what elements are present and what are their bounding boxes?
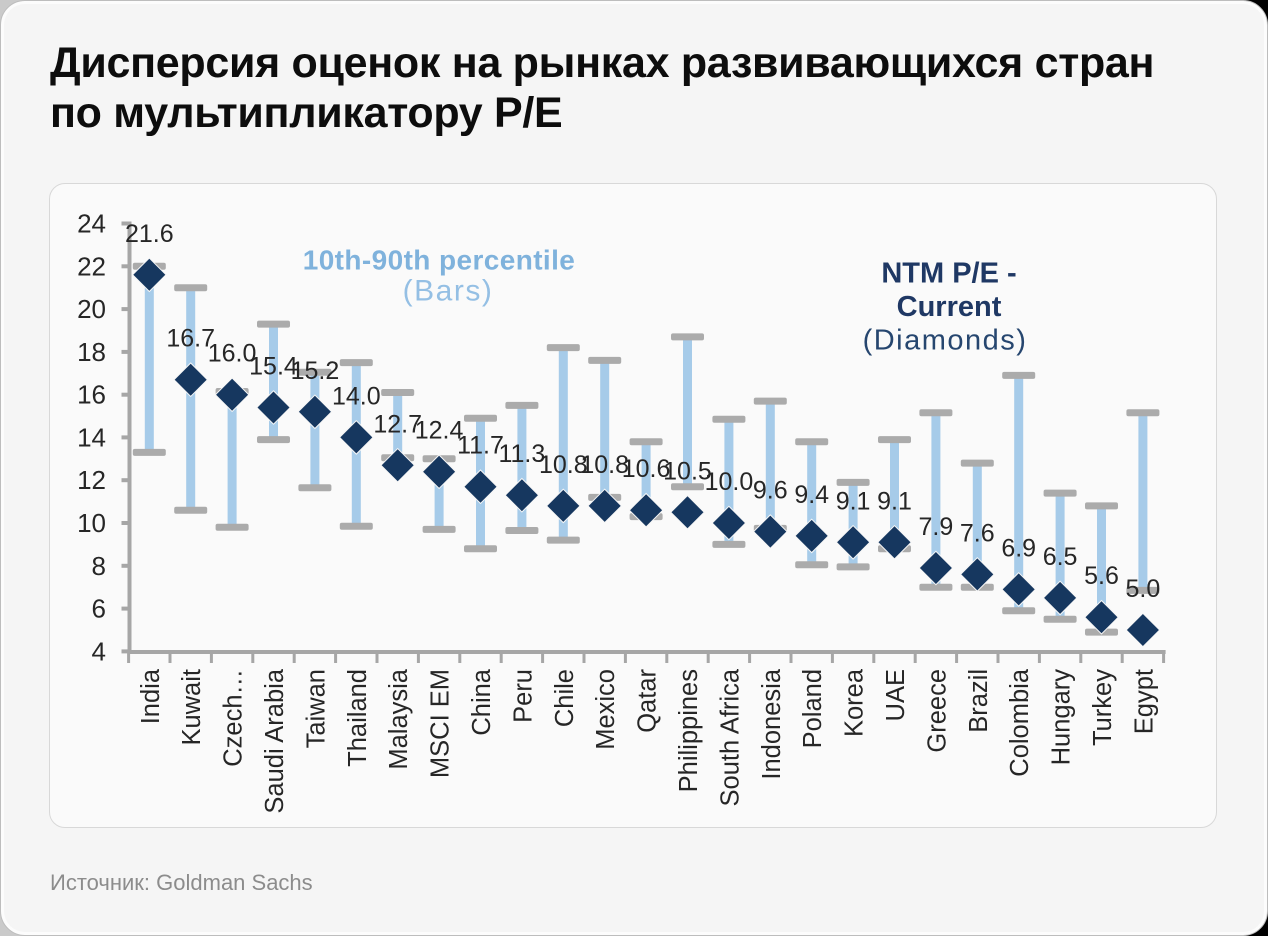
- svg-text:Chile: Chile: [551, 669, 579, 727]
- svg-text:9.1: 9.1: [836, 487, 871, 515]
- svg-text:Kuwait: Kuwait: [178, 669, 206, 746]
- svg-text:Czech…: Czech…: [220, 669, 248, 767]
- svg-text:(Diamonds): (Diamonds): [863, 325, 1028, 357]
- svg-text:India: India: [137, 668, 165, 724]
- svg-text:MSCI EM: MSCI EM: [427, 669, 455, 778]
- svg-text:16.0: 16.0: [208, 340, 257, 368]
- svg-text:Turkey: Turkey: [1089, 669, 1117, 746]
- svg-text:15.4: 15.4: [249, 353, 298, 381]
- svg-text:5.6: 5.6: [1084, 562, 1119, 590]
- svg-text:10.6: 10.6: [622, 455, 671, 483]
- svg-text:14.0: 14.0: [332, 382, 381, 410]
- svg-text:South Africa: South Africa: [716, 668, 744, 806]
- svg-text:20: 20: [77, 294, 106, 324]
- svg-text:Brazil: Brazil: [965, 669, 993, 733]
- svg-text:NTM P/E -: NTM P/E -: [881, 257, 1016, 289]
- svg-text:9.6: 9.6: [753, 477, 788, 505]
- svg-text:Current: Current: [897, 291, 1002, 323]
- svg-text:6.5: 6.5: [1043, 543, 1078, 571]
- svg-text:Philippines: Philippines: [675, 669, 703, 792]
- svg-text:UAE: UAE: [882, 669, 910, 721]
- svg-text:Saudi Arabia: Saudi Arabia: [261, 668, 289, 813]
- svg-text:Poland: Poland: [799, 669, 827, 748]
- svg-text:8: 8: [92, 551, 106, 581]
- svg-text:7.9: 7.9: [919, 513, 954, 541]
- svg-text:6.9: 6.9: [1001, 534, 1036, 562]
- svg-text:18: 18: [77, 337, 106, 367]
- svg-text:Hungary: Hungary: [1048, 669, 1076, 766]
- svg-text:Greece: Greece: [923, 669, 951, 753]
- svg-text:12: 12: [77, 465, 106, 495]
- svg-text:10.5: 10.5: [663, 457, 712, 485]
- svg-text:15.2: 15.2: [291, 357, 340, 385]
- svg-text:10: 10: [77, 508, 106, 538]
- svg-text:5.0: 5.0: [1126, 575, 1161, 603]
- svg-text:16.7: 16.7: [166, 325, 215, 353]
- svg-text:7.6: 7.6: [960, 519, 995, 547]
- svg-text:12.7: 12.7: [373, 410, 422, 438]
- svg-text:12.4: 12.4: [415, 417, 464, 445]
- svg-text:10.8: 10.8: [580, 451, 629, 479]
- svg-text:16: 16: [77, 380, 106, 410]
- svg-text:Thailand: Thailand: [344, 669, 372, 767]
- svg-text:10.0: 10.0: [705, 468, 754, 496]
- svg-text:Korea: Korea: [841, 668, 869, 737]
- svg-text:(Bars): (Bars): [403, 275, 494, 308]
- svg-text:Colombia: Colombia: [1006, 668, 1034, 777]
- svg-text:6: 6: [92, 594, 106, 624]
- svg-text:24: 24: [77, 209, 106, 239]
- svg-text:11.7: 11.7: [457, 432, 504, 460]
- svg-text:9.1: 9.1: [877, 487, 912, 515]
- svg-text:Egypt: Egypt: [1130, 669, 1158, 734]
- svg-text:China: China: [468, 668, 496, 735]
- svg-text:Taiwan: Taiwan: [302, 669, 330, 748]
- svg-text:10th-90th percentile: 10th-90th percentile: [303, 245, 576, 276]
- svg-text:10.8: 10.8: [539, 451, 588, 479]
- svg-text:Indonesia: Indonesia: [758, 668, 786, 779]
- svg-text:Peru: Peru: [509, 669, 537, 723]
- svg-text:4: 4: [92, 636, 106, 666]
- svg-text:11.3: 11.3: [498, 440, 545, 468]
- svg-text:22: 22: [77, 251, 106, 281]
- svg-text:Qatar: Qatar: [634, 668, 662, 732]
- svg-text:9.4: 9.4: [794, 481, 829, 509]
- svg-text:21.6: 21.6: [125, 220, 174, 248]
- svg-text:Mexico: Mexico: [592, 669, 620, 750]
- svg-text:Malaysia: Malaysia: [385, 668, 413, 769]
- svg-text:14: 14: [77, 422, 106, 452]
